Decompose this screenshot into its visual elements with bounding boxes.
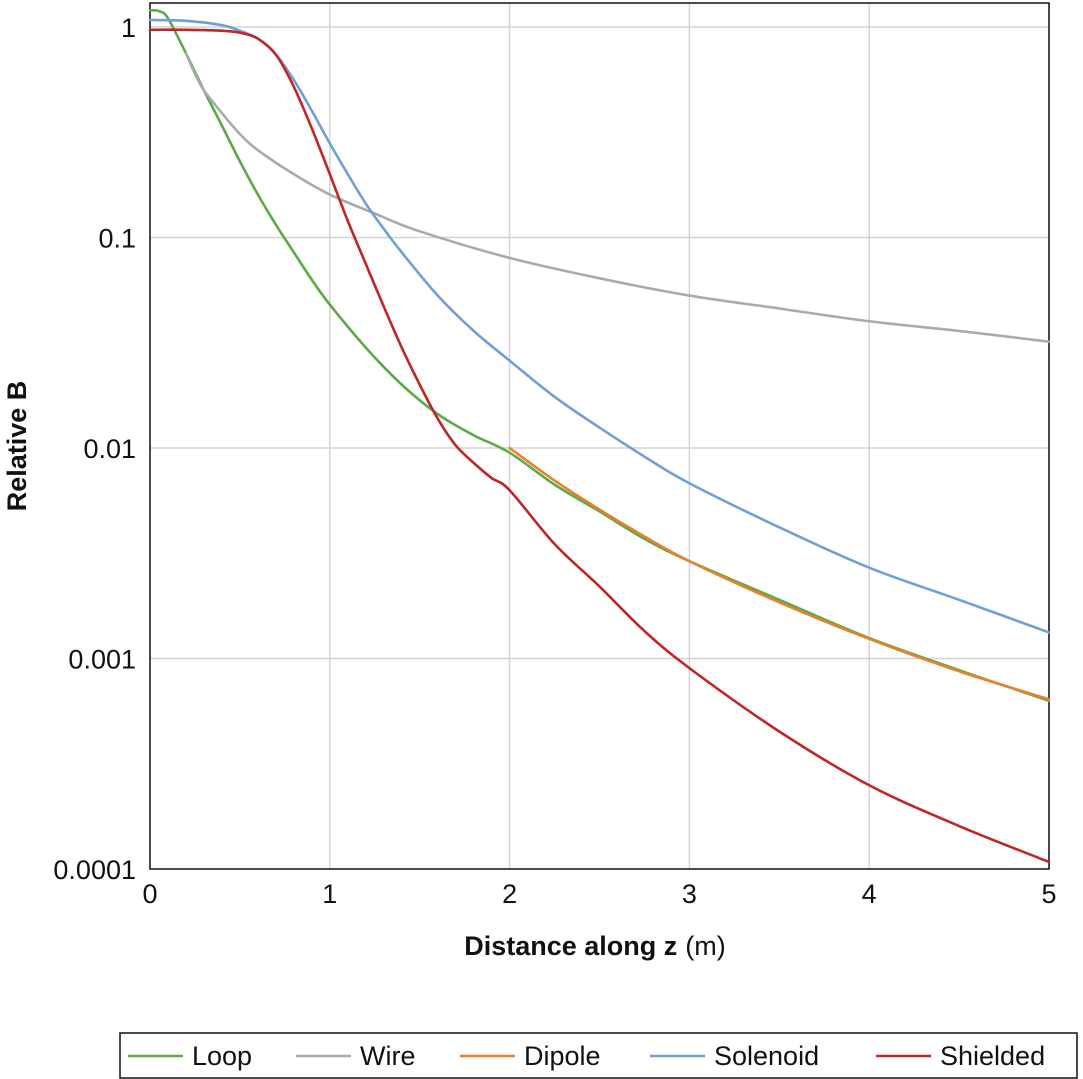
plot-area-frame [149, 2, 1050, 870]
y-axis-title: Relative B [2, 381, 32, 512]
x-tick-label: 0 [142, 879, 157, 909]
legend-label-solenoid: Solenoid [714, 1041, 819, 1071]
x-tick-label: 2 [502, 879, 517, 909]
legend-label-dipole: Dipole [524, 1041, 601, 1071]
x-axis-title-main: Distance along z [464, 931, 677, 961]
series-lines [148, 8, 1051, 864]
x-tick-label: 4 [862, 879, 877, 909]
legend: Loop Wire Dipole Solenoid Shielded [119, 1032, 1078, 1079]
x-tick-label: 3 [682, 879, 697, 909]
legend-label-shielded: Shielded [940, 1041, 1045, 1071]
y-tick-label: 0.0001 [53, 855, 136, 885]
y-tick-label: 0.1 [98, 224, 136, 254]
x-axis-title: Distance along z (m) [464, 931, 726, 961]
series-line-loop [148, 8, 1051, 703]
grid [150, 3, 1050, 869]
x-tick-label: 5 [1041, 879, 1056, 909]
x-axis-ticks: 0 1 2 3 4 5 [142, 879, 1056, 909]
y-tick-label: 0.01 [83, 434, 136, 464]
y-axis-ticks: 0.0001 0.001 0.01 0.1 1 [53, 13, 136, 885]
series-line-dipole [508, 446, 1051, 701]
x-axis-title-unit: (m) [685, 931, 725, 961]
series-line-wire [184, 52, 1051, 343]
series-line-shielded [148, 28, 1051, 864]
y-tick-label: 1 [121, 13, 136, 43]
y-tick-label: 0.001 [68, 645, 136, 675]
legend-label-loop: Loop [192, 1041, 252, 1071]
legend-label-wire: Wire [360, 1041, 416, 1071]
x-tick-label: 1 [322, 879, 337, 909]
